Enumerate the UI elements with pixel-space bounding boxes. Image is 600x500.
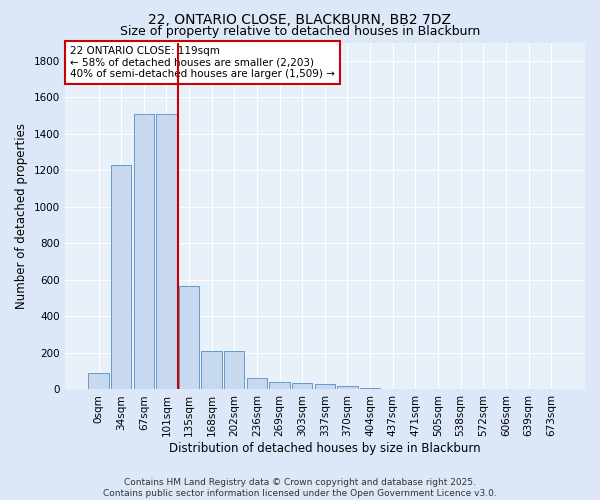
- Bar: [337, 386, 358, 390]
- Bar: [111, 165, 131, 390]
- Bar: [179, 286, 199, 390]
- Text: 22 ONTARIO CLOSE: 119sqm
← 58% of detached houses are smaller (2,203)
40% of sem: 22 ONTARIO CLOSE: 119sqm ← 58% of detach…: [70, 46, 335, 79]
- Bar: [292, 383, 313, 390]
- Bar: [269, 382, 290, 390]
- Bar: [360, 388, 380, 390]
- Bar: [202, 351, 222, 390]
- Text: Size of property relative to detached houses in Blackburn: Size of property relative to detached ho…: [120, 25, 480, 38]
- Y-axis label: Number of detached properties: Number of detached properties: [15, 123, 28, 309]
- Bar: [134, 114, 154, 390]
- Bar: [88, 373, 109, 390]
- X-axis label: Distribution of detached houses by size in Blackburn: Distribution of detached houses by size …: [169, 442, 481, 455]
- Text: Contains HM Land Registry data © Crown copyright and database right 2025.
Contai: Contains HM Land Registry data © Crown c…: [103, 478, 497, 498]
- Bar: [224, 351, 244, 390]
- Bar: [156, 114, 176, 390]
- Text: 22, ONTARIO CLOSE, BLACKBURN, BB2 7DZ: 22, ONTARIO CLOSE, BLACKBURN, BB2 7DZ: [149, 12, 452, 26]
- Bar: [314, 384, 335, 390]
- Bar: [247, 378, 267, 390]
